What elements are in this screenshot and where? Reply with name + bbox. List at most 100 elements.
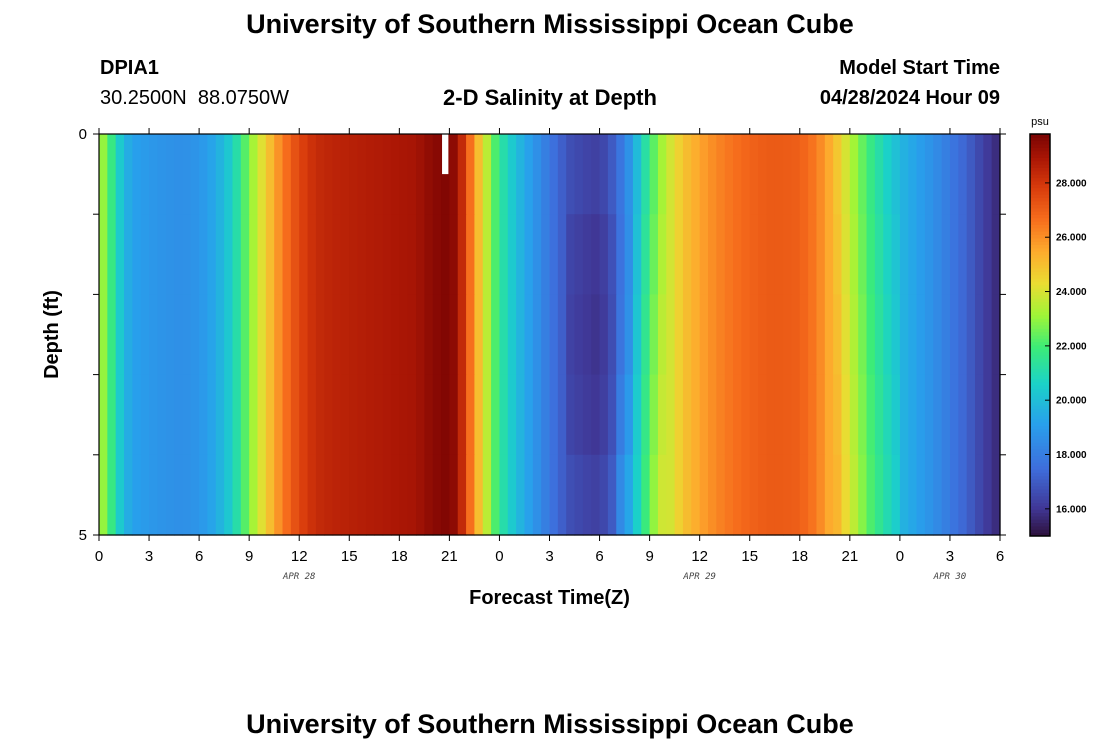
heatmap-cell bbox=[624, 294, 634, 376]
heatmap-cell bbox=[140, 374, 150, 456]
heatmap-cell bbox=[599, 454, 609, 536]
heatmap-cell bbox=[207, 374, 217, 456]
heatmap-cell bbox=[357, 294, 367, 376]
colorbar-segment bbox=[1030, 217, 1050, 222]
heatmap-cell bbox=[499, 294, 509, 376]
heatmap-cell bbox=[916, 294, 926, 376]
heatmap-cell bbox=[866, 214, 876, 295]
heatmap-cell bbox=[349, 214, 359, 295]
heatmap-cell bbox=[466, 214, 476, 295]
colorbar-segment bbox=[1030, 144, 1050, 148]
heatmap-cell bbox=[607, 294, 617, 376]
heatmap-cell bbox=[974, 134, 984, 215]
heatmap-cell bbox=[290, 214, 300, 295]
heatmap-cell bbox=[466, 454, 476, 536]
colorbar-segment bbox=[1030, 318, 1050, 323]
colorbar-segment bbox=[1030, 432, 1050, 436]
heatmap-cell bbox=[566, 134, 576, 215]
heatmap-cell bbox=[733, 294, 742, 376]
heatmap-cell bbox=[265, 214, 275, 295]
heatmap-cell bbox=[274, 374, 284, 456]
heatmap-cell bbox=[641, 454, 651, 536]
heatmap-cell bbox=[591, 374, 601, 456]
heatmap-cell bbox=[891, 454, 901, 536]
colorbar-segment bbox=[1030, 147, 1050, 152]
heatmap-cell bbox=[624, 134, 634, 215]
footer-title: University of Southern Mississippi Ocean… bbox=[246, 709, 854, 739]
heatmap-cell bbox=[724, 214, 734, 295]
heatmap-cell bbox=[908, 294, 918, 376]
colorbar-segment bbox=[1030, 227, 1050, 232]
heatmap-cell bbox=[99, 294, 108, 376]
heatmap-cell bbox=[424, 374, 434, 456]
colorbar-segment bbox=[1030, 529, 1050, 534]
colorbar-segment bbox=[1030, 247, 1050, 252]
heatmap-cell bbox=[516, 214, 526, 295]
heatmap-cell bbox=[390, 134, 400, 215]
heatmap-cell bbox=[841, 374, 851, 456]
heatmap-cell bbox=[374, 214, 384, 295]
heatmap-cell bbox=[124, 294, 133, 376]
date-label: APR 29 bbox=[682, 572, 716, 582]
colorbar-segment bbox=[1030, 402, 1050, 406]
colorbar-segment bbox=[1030, 395, 1050, 400]
heatmap-cell bbox=[941, 214, 951, 295]
heatmap-cell bbox=[349, 454, 359, 536]
heatmap-cell bbox=[841, 294, 851, 376]
heatmap-cell bbox=[916, 454, 926, 536]
heatmap-cell bbox=[758, 374, 768, 456]
heatmap-cell bbox=[641, 134, 651, 215]
heatmap-cell bbox=[758, 134, 768, 215]
heatmap-cell bbox=[933, 374, 943, 456]
colorbar-segment bbox=[1030, 244, 1050, 249]
heatmap-cell bbox=[833, 134, 843, 215]
heatmap-cell bbox=[666, 214, 676, 295]
heatmap-cell bbox=[783, 134, 793, 215]
heatmap-cell bbox=[566, 214, 576, 295]
chart-subtitle: 2-D Salinity at Depth bbox=[443, 85, 657, 110]
heatmap-cell bbox=[449, 374, 459, 456]
heatmap-cell bbox=[474, 294, 484, 376]
heatmap-cell bbox=[382, 294, 392, 376]
heatmap-cell bbox=[557, 454, 567, 536]
heatmap-cell bbox=[165, 294, 175, 376]
heatmap-cell bbox=[374, 374, 384, 456]
heatmap-cell bbox=[424, 294, 434, 376]
heatmap-cell bbox=[666, 374, 676, 456]
heatmap-cell bbox=[240, 294, 250, 376]
heatmap-cell bbox=[549, 294, 559, 376]
heatmap-cell bbox=[966, 214, 976, 295]
heatmap-cell bbox=[949, 214, 959, 295]
heatmap-cell bbox=[549, 214, 559, 295]
heatmap-cell bbox=[449, 214, 459, 295]
heatmap-cell bbox=[758, 294, 768, 376]
colorbar-segment bbox=[1030, 519, 1050, 524]
heatmap-cell bbox=[808, 214, 818, 295]
heatmap-cell bbox=[257, 294, 267, 376]
heatmap-cell bbox=[849, 294, 859, 376]
heatmap-cell bbox=[607, 214, 617, 295]
heatmap-cell bbox=[699, 454, 709, 536]
heatmap-cell bbox=[340, 214, 350, 295]
heatmap-cell bbox=[441, 454, 450, 536]
heatmap-cell bbox=[240, 214, 250, 295]
heatmap-cell bbox=[282, 134, 292, 215]
colorbar-segment bbox=[1030, 405, 1050, 410]
heatmap-cell bbox=[332, 374, 342, 456]
heatmap-cell bbox=[833, 294, 843, 376]
heatmap-cell bbox=[607, 374, 617, 456]
colorbar-segment bbox=[1030, 264, 1050, 269]
heatmap-cell bbox=[983, 374, 993, 456]
colorbar-segment bbox=[1030, 314, 1050, 319]
heatmap-cell bbox=[874, 294, 884, 376]
heatmap-cell bbox=[232, 454, 242, 536]
colorbar-segment bbox=[1030, 261, 1050, 266]
x-tick-label: 15 bbox=[741, 548, 758, 565]
heatmap-cell bbox=[474, 214, 484, 295]
y-axis-label: Depth (ft) bbox=[41, 290, 63, 379]
heatmap-cell bbox=[624, 214, 634, 295]
heatmap-cell bbox=[799, 214, 809, 295]
colorbar-segment bbox=[1030, 358, 1050, 363]
heatmap-cell bbox=[524, 374, 534, 456]
heatmap-cell bbox=[132, 374, 142, 456]
